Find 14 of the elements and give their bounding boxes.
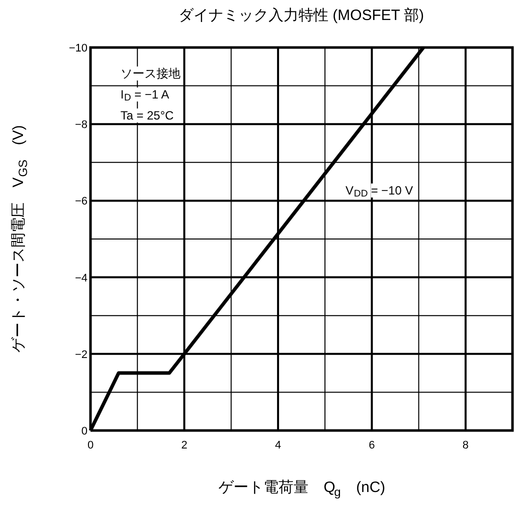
x-tick-label: 2 bbox=[181, 440, 188, 452]
chart-title: ダイナミック入力特性 (MOSFET 部) bbox=[178, 7, 424, 24]
y-tick-label: −6 bbox=[74, 196, 88, 208]
y-tick-label: −2 bbox=[74, 348, 88, 361]
annotation: ソース接地 bbox=[120, 66, 180, 80]
x-tick-label: 4 bbox=[274, 440, 282, 452]
x-tick-label: 8 bbox=[462, 440, 469, 452]
y-tick-label: −4 bbox=[74, 272, 88, 284]
y-tick-label: −10 bbox=[68, 42, 88, 54]
y-tick-label: 0 bbox=[81, 426, 88, 438]
x-tick-label: 6 bbox=[368, 440, 375, 452]
y-tick-label: −8 bbox=[74, 119, 88, 132]
text: ゲート・ソース間電圧 VGS (V) bbox=[10, 125, 30, 352]
annotation: Ta = 25°C bbox=[120, 108, 174, 122]
